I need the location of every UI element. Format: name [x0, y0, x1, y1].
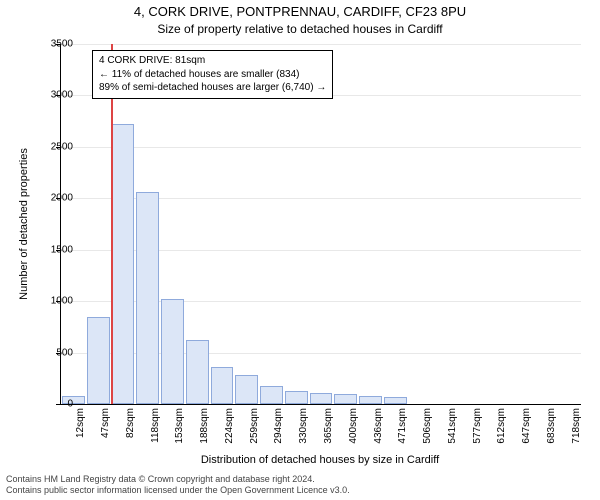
chart-subtitle: Size of property relative to detached ho… [0, 22, 600, 36]
histogram-bar [260, 386, 283, 405]
histogram-bar [285, 391, 308, 404]
legend-line-2: ← 11% of detached houses are smaller (83… [99, 68, 326, 82]
chart-container: { "chart": { "type": "histogram", "title… [0, 0, 600, 500]
histogram-bar [384, 397, 407, 404]
histogram-bar [359, 396, 382, 404]
legend-box: 4 CORK DRIVE: 81sqm ← 11% of detached ho… [92, 50, 333, 99]
x-tick-label: 224sqm [224, 408, 235, 458]
x-tick-label: 612sqm [496, 408, 507, 458]
footer: Contains HM Land Registry data © Crown c… [6, 474, 350, 497]
x-tick-label: 541sqm [447, 408, 458, 458]
footer-line-1: Contains HM Land Registry data © Crown c… [6, 474, 350, 485]
x-tick-label: 436sqm [373, 408, 384, 458]
y-tick-label: 3000 [33, 90, 73, 101]
y-tick-label: 2000 [33, 193, 73, 204]
x-tick-label: 683sqm [546, 408, 557, 458]
histogram-bar [334, 394, 357, 404]
x-tick-label: 400sqm [348, 408, 359, 458]
x-tick-label: 188sqm [199, 408, 210, 458]
x-tick-label: 153sqm [174, 408, 185, 458]
histogram-bar [235, 375, 258, 404]
x-tick-label: 118sqm [150, 408, 161, 458]
gridline [61, 147, 581, 148]
chart-title: 4, CORK DRIVE, PONTPRENNAU, CARDIFF, CF2… [0, 4, 600, 19]
y-tick-label: 500 [33, 347, 73, 358]
x-tick-label: 259sqm [249, 408, 260, 458]
x-tick-label: 365sqm [323, 408, 334, 458]
legend-line-1: 4 CORK DRIVE: 81sqm [99, 54, 326, 68]
x-tick-label: 12sqm [75, 408, 86, 458]
gridline [61, 44, 581, 45]
y-axis-title: Number of detached properties [18, 44, 30, 404]
histogram-bar [186, 340, 209, 404]
histogram-bar [310, 393, 333, 404]
x-tick-label: 330sqm [298, 408, 309, 458]
histogram-bar [112, 124, 135, 404]
x-tick-label: 506sqm [422, 408, 433, 458]
histogram-bar [161, 299, 184, 404]
y-tick-label: 1000 [33, 296, 73, 307]
x-tick-label: 471sqm [397, 408, 408, 458]
y-tick-label: 1500 [33, 244, 73, 255]
x-tick-label: 718sqm [571, 408, 582, 458]
y-tick-label: 3500 [33, 39, 73, 50]
x-tick-label: 47sqm [100, 408, 111, 458]
x-tick-label: 294sqm [273, 408, 284, 458]
x-tick-label: 647sqm [521, 408, 532, 458]
x-tick-label: 82sqm [125, 408, 136, 458]
histogram-bar [87, 317, 110, 404]
y-tick-label: 2500 [33, 141, 73, 152]
footer-line-2: Contains public sector information licen… [6, 485, 350, 496]
histogram-bar [211, 367, 234, 404]
x-tick-label: 577sqm [472, 408, 483, 458]
histogram-bar [136, 192, 159, 404]
legend-line-3: 89% of semi-detached houses are larger (… [99, 81, 326, 95]
y-tick-label: 0 [33, 399, 73, 410]
